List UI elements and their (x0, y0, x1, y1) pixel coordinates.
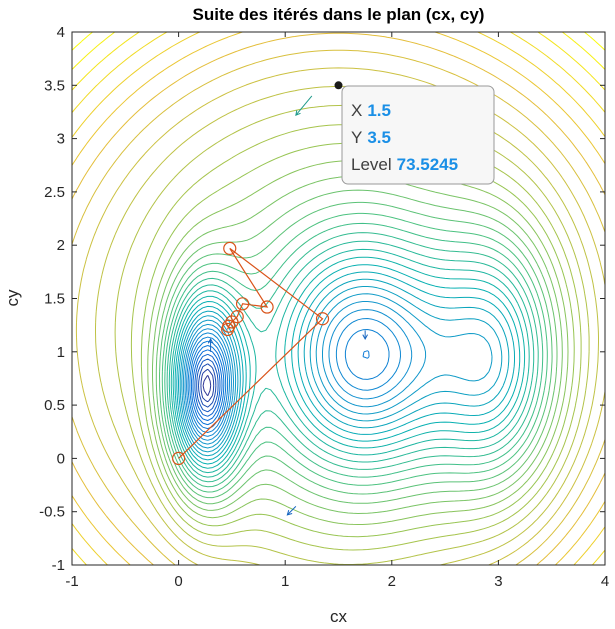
svg-text:Y3.5: Y 3.5 (351, 128, 391, 147)
contour-line (72, 49, 605, 565)
contour-line (196, 358, 219, 413)
gradient-arrow (295, 95, 313, 116)
iterate-path (172, 241, 330, 465)
y-tick-label: 4 (57, 24, 65, 41)
contour-line (170, 248, 530, 474)
svg-text:X1.5: X 1.5 (351, 101, 391, 120)
contour-line (159, 201, 553, 499)
iterate-marker[interactable] (230, 310, 244, 324)
iterate-marker[interactable] (260, 300, 274, 314)
contour-line (147, 160, 569, 525)
contour-line (72, 32, 605, 565)
contour-line (182, 301, 427, 445)
iterate-marker[interactable] (223, 241, 237, 255)
contour-line (152, 175, 563, 514)
contour-line (184, 309, 413, 441)
iterate-marker[interactable] (221, 322, 235, 337)
y-tick-label: 2.5 (44, 184, 65, 201)
x-tick-label: -1 (65, 573, 78, 590)
contour-line (202, 375, 212, 397)
contour-line (72, 32, 605, 565)
y-tick-label: 0 (57, 450, 65, 467)
contour-line (168, 240, 535, 478)
iterate-line (178, 247, 324, 459)
x-axis-label: cx (330, 607, 348, 626)
gradient-arrows (207, 95, 368, 516)
contour-line (200, 368, 215, 403)
contour-line (72, 32, 605, 565)
iterate-marker[interactable] (235, 297, 250, 311)
gradient-arrow-head (362, 334, 368, 341)
iterate-marker[interactable] (225, 315, 239, 329)
contour-lines (72, 32, 605, 565)
y-tick-label: 0.5 (44, 397, 65, 414)
contour-line (192, 349, 223, 421)
datatip-x-value: 1.5 (367, 101, 391, 120)
contour-line (194, 353, 221, 417)
contour-line (72, 32, 605, 91)
y-tick-label: -0.5 (39, 504, 65, 521)
datatip-level-name: Level (351, 155, 392, 174)
contour-line (198, 363, 217, 408)
gradient-arrow-head (286, 509, 293, 516)
gradient-arrow-head (207, 337, 214, 344)
contour-line (72, 32, 605, 70)
x-tick-label: 4 (601, 573, 609, 590)
datatip-marker (334, 81, 343, 90)
contour-line (161, 212, 548, 493)
x-tick-label: 1 (281, 573, 289, 590)
contour-line (190, 345, 225, 426)
x-tick-label: 2 (388, 573, 396, 590)
chart-title: Suite des itérés dans le plan (cx, cy) (193, 5, 485, 24)
contour-line (114, 104, 590, 565)
y-axis-label: cy (3, 289, 22, 307)
contour-line (186, 318, 401, 437)
datatip-box (341, 85, 495, 185)
axis-ticks: -1 0 1 2 3 4 -1 -0.5 0 0.5 1 1.5 2 2.5 3 3.5 4 (39, 24, 609, 590)
iterate-marker[interactable] (172, 451, 186, 465)
contour-line (179, 286, 503, 453)
y-tick-label: 1 (57, 344, 65, 361)
datatip-y-value: 3.5 (367, 128, 391, 147)
contour-line (176, 271, 515, 461)
y-tick-label: 1.5 (44, 291, 65, 308)
datatip[interactable]: X 1.5 Y 3.5 Level 73.5245 (334, 81, 495, 185)
x-tick-label: 0 (174, 573, 182, 590)
contour-line (187, 329, 390, 433)
contour-line (72, 32, 605, 565)
contour-line (172, 256, 526, 469)
contour-line (164, 222, 544, 488)
contour-line (178, 278, 510, 457)
datatip-y-name: Y (351, 128, 362, 147)
datatip-level-value: 73.5245 (397, 155, 458, 174)
iterate-marker[interactable] (315, 312, 330, 326)
plot-area (72, 32, 605, 565)
contour-line (166, 232, 539, 483)
y-tick-label: 3.5 (44, 77, 65, 94)
y-tick-label: 3 (57, 131, 65, 148)
contour-line (174, 264, 521, 465)
y-tick-label: -1 (52, 557, 65, 574)
y-tick-label: 2 (57, 237, 65, 254)
datatip-x-name: X (351, 101, 362, 120)
contour-line (155, 189, 558, 505)
x-tick-label: 3 (494, 573, 502, 590)
contour-line (130, 124, 582, 551)
contour-line (181, 293, 493, 449)
gradient-arrow (286, 506, 297, 516)
contour-line (75, 67, 605, 565)
gradient-arrow-head (295, 110, 301, 116)
